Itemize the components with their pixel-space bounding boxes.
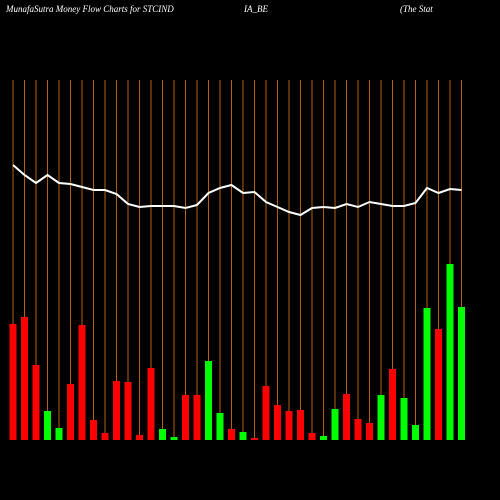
bar xyxy=(67,384,74,440)
bar xyxy=(446,264,454,440)
bar xyxy=(389,369,396,440)
bar xyxy=(297,410,304,440)
bar xyxy=(136,435,143,440)
bar xyxy=(251,438,258,440)
bar xyxy=(331,409,339,440)
bar xyxy=(320,436,327,440)
chart-title: IA_BE xyxy=(243,4,268,14)
bar xyxy=(239,432,247,440)
bar xyxy=(21,317,28,440)
bar xyxy=(228,429,235,440)
bar xyxy=(435,329,442,440)
bar xyxy=(354,419,362,440)
bar xyxy=(101,433,109,440)
bar xyxy=(113,381,120,440)
bar xyxy=(423,308,431,440)
chart-title: (The Stat xyxy=(400,4,433,14)
bar xyxy=(285,411,293,440)
chart-title: MunafaSutra Money Flow Charts for STCIND xyxy=(5,4,174,14)
bar xyxy=(44,411,51,440)
bar xyxy=(55,428,63,440)
bar xyxy=(343,394,350,440)
bar xyxy=(78,325,86,440)
bar xyxy=(90,420,97,440)
bar xyxy=(182,395,189,440)
line xyxy=(12,164,462,217)
bar xyxy=(308,433,316,440)
bar xyxy=(170,437,178,440)
bar xyxy=(216,413,224,440)
bar xyxy=(159,429,166,440)
bar xyxy=(205,361,212,440)
bar xyxy=(274,405,281,440)
bar xyxy=(366,423,373,440)
bar xyxy=(412,425,419,440)
bar xyxy=(193,395,201,440)
bar xyxy=(9,324,17,440)
bar xyxy=(377,395,385,440)
bar xyxy=(124,382,132,440)
bar xyxy=(458,307,465,440)
bar xyxy=(400,398,408,440)
bar xyxy=(147,368,155,440)
bar xyxy=(32,365,40,440)
bar xyxy=(262,386,270,440)
